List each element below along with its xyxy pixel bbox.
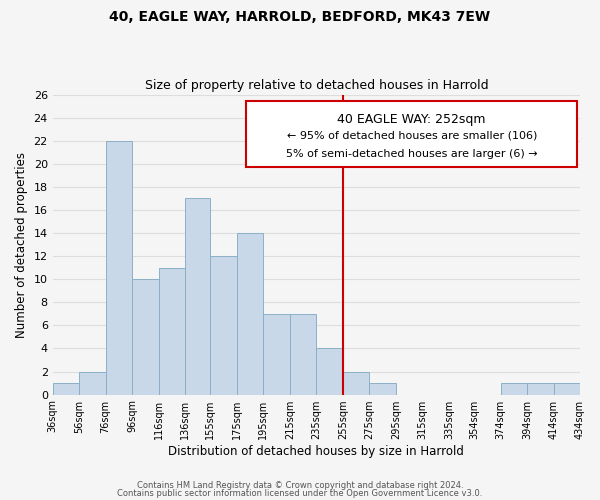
- Bar: [106, 140, 132, 394]
- Bar: [263, 314, 290, 394]
- Bar: [316, 348, 343, 395]
- Text: Contains public sector information licensed under the Open Government Licence v3: Contains public sector information licen…: [118, 488, 482, 498]
- Bar: [211, 256, 237, 394]
- Bar: [343, 372, 370, 394]
- Y-axis label: Number of detached properties: Number of detached properties: [15, 152, 28, 338]
- Bar: [132, 279, 158, 394]
- Text: 5% of semi-detached houses are larger (6) →: 5% of semi-detached houses are larger (6…: [286, 148, 538, 158]
- Bar: [554, 383, 580, 394]
- X-axis label: Distribution of detached houses by size in Harrold: Distribution of detached houses by size …: [169, 444, 464, 458]
- Bar: [290, 314, 316, 394]
- Bar: [158, 268, 185, 394]
- Text: 40, EAGLE WAY, HARROLD, BEDFORD, MK43 7EW: 40, EAGLE WAY, HARROLD, BEDFORD, MK43 7E…: [109, 10, 491, 24]
- FancyBboxPatch shape: [246, 100, 577, 166]
- Bar: [500, 383, 527, 394]
- Bar: [237, 233, 263, 394]
- Bar: [185, 198, 211, 394]
- Bar: [527, 383, 554, 394]
- Text: 40 EAGLE WAY: 252sqm: 40 EAGLE WAY: 252sqm: [337, 112, 486, 126]
- Bar: [53, 383, 79, 394]
- Title: Size of property relative to detached houses in Harrold: Size of property relative to detached ho…: [145, 79, 488, 92]
- Text: ← 95% of detached houses are smaller (106): ← 95% of detached houses are smaller (10…: [287, 130, 537, 140]
- Bar: [79, 372, 106, 394]
- Text: Contains HM Land Registry data © Crown copyright and database right 2024.: Contains HM Land Registry data © Crown c…: [137, 481, 463, 490]
- Bar: [370, 383, 396, 394]
